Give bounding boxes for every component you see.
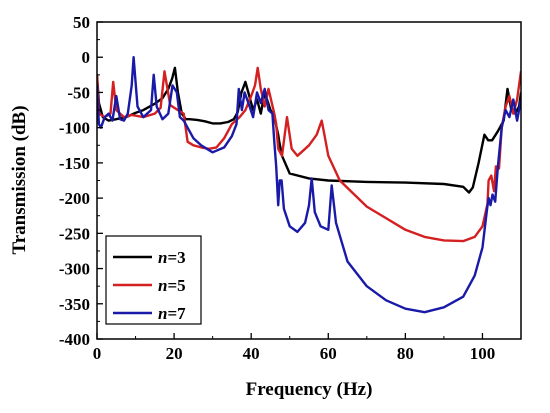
y-tick-label: 0 (82, 48, 91, 67)
x-axis: 0 20 40 60 80 100 (93, 333, 495, 363)
x-tick-label: 0 (93, 344, 102, 363)
y-tick-label: -50 (67, 83, 90, 102)
y-tick-label: -350 (59, 295, 90, 314)
y-tick-label: -250 (59, 224, 90, 243)
x-tick-label: 40 (243, 344, 260, 363)
x-tick-label: 100 (470, 344, 496, 363)
series-line-n-7 (97, 56, 521, 314)
y-tick-label: -400 (59, 330, 90, 349)
y-tick-label: -200 (59, 189, 90, 208)
y-tick-label: -100 (59, 119, 90, 138)
legend: n=3 n=5 n=7 (105, 235, 202, 325)
x-tick-label: 20 (166, 344, 183, 363)
legend-label-n-3: n=3 (158, 248, 186, 267)
x-tick-label: 80 (397, 344, 414, 363)
y-tick-label: 50 (73, 13, 90, 32)
legend-label-n-5: n=5 (158, 276, 186, 295)
y-axis: -400 -350 -300 -250 -200 -150 -100 -50 0 50 (59, 13, 103, 349)
y-tick-label: -150 (59, 154, 90, 173)
series-line-n-5 (97, 66, 521, 243)
series-layer (97, 56, 521, 314)
x-axis-title: Frequency (Hz) (246, 379, 373, 400)
x-tick-label: 60 (320, 344, 337, 363)
legend-box (105, 235, 202, 325)
y-tick-label: -300 (59, 260, 90, 279)
series-line-n-3 (97, 66, 521, 194)
legend-label-n-7: n=7 (158, 304, 186, 323)
y-axis-title: Transmission (dB) (9, 105, 30, 254)
